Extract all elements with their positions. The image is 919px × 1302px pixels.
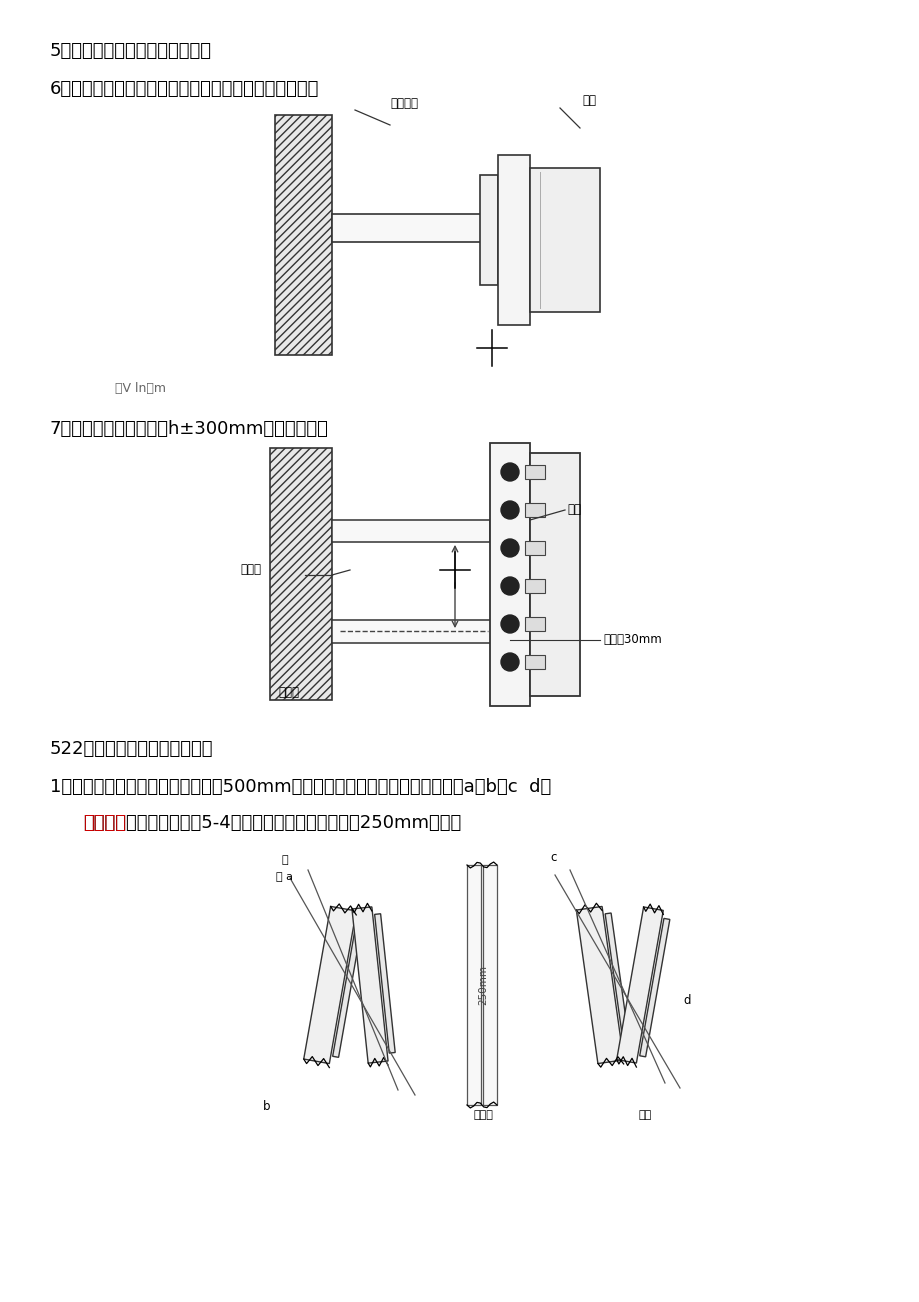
Text: 图V ln，m: 图V ln，m xyxy=(115,381,165,395)
Text: 接道: 接道 xyxy=(566,503,581,516)
Polygon shape xyxy=(605,913,630,1052)
Polygon shape xyxy=(497,155,529,326)
Polygon shape xyxy=(525,579,544,592)
Text: 1）导轨接头处的工作面直线度可用500mm刀口尺靠在导轨工作面，用塞尺检查a、b、c  d处: 1）导轨接头处的工作面直线度可用500mm刀口尺靠在导轨工作面，用塞尺检查a、b… xyxy=(50,779,550,796)
Text: d: d xyxy=(682,993,690,1006)
Polygon shape xyxy=(303,906,356,1064)
Text: 250mm: 250mm xyxy=(478,965,487,1005)
Polygon shape xyxy=(529,168,599,312)
Polygon shape xyxy=(352,907,388,1064)
Text: 导轨支架: 导轨支架 xyxy=(390,98,417,109)
Polygon shape xyxy=(525,465,544,479)
Text: b: b xyxy=(262,1100,269,1113)
Text: 导: 导 xyxy=(281,855,288,865)
Polygon shape xyxy=(275,115,332,355)
Text: 导轨: 导轨 xyxy=(582,94,596,107)
Polygon shape xyxy=(575,906,623,1064)
Polygon shape xyxy=(490,443,529,706)
Circle shape xyxy=(501,539,518,557)
Polygon shape xyxy=(525,542,544,555)
Polygon shape xyxy=(525,503,544,517)
Polygon shape xyxy=(525,655,544,669)
Circle shape xyxy=(501,501,518,519)
Text: 井道壁: 井道壁 xyxy=(240,562,261,575)
Text: 钢塞尺: 钢塞尺 xyxy=(472,1111,493,1120)
Text: c: c xyxy=(550,852,556,865)
Circle shape xyxy=(501,615,518,633)
Text: 7）支架与连接板的间距h±300mm。（见下图）: 7）支架与连接板的间距h±300mm。（见下图） xyxy=(50,421,328,437)
Polygon shape xyxy=(332,519,490,542)
Polygon shape xyxy=(333,919,362,1057)
Polygon shape xyxy=(374,914,395,1053)
Polygon shape xyxy=(616,907,663,1062)
Polygon shape xyxy=(639,918,669,1057)
Text: 导轨: 导轨 xyxy=(638,1111,651,1120)
Text: 导轨架: 导轨架 xyxy=(278,686,299,699)
Text: 轨 a: 轨 a xyxy=(277,872,293,881)
Text: （见下图，均应不大于表5-4的规定（接头处对准刀口尺250mm处）。: （见下图，均应不大于表5-4的规定（接头处对准刀口尺250mm处）。 xyxy=(83,814,460,832)
Polygon shape xyxy=(525,617,544,631)
Text: 5）支架的焊接或紧固符合要求。: 5）支架的焊接或紧固符合要求。 xyxy=(50,42,211,60)
Polygon shape xyxy=(529,453,579,697)
Text: 6）支架水平度、与导轨接触面垂直度符合。（见下图）: 6）支架水平度、与导轨接触面垂直度符合。（见下图） xyxy=(50,79,319,98)
Polygon shape xyxy=(467,865,481,1105)
Text: 不小于30mm: 不小于30mm xyxy=(602,633,661,646)
Polygon shape xyxy=(482,865,496,1105)
Circle shape xyxy=(501,577,518,595)
Circle shape xyxy=(501,464,518,480)
Polygon shape xyxy=(332,214,490,242)
Circle shape xyxy=(501,654,518,671)
Polygon shape xyxy=(480,174,497,285)
Text: （见下图: （见下图 xyxy=(83,814,126,832)
Polygon shape xyxy=(269,448,332,700)
Text: 522导轨接头的检验内容和要求: 522导轨接头的检验内容和要求 xyxy=(50,740,213,758)
Polygon shape xyxy=(332,620,509,643)
